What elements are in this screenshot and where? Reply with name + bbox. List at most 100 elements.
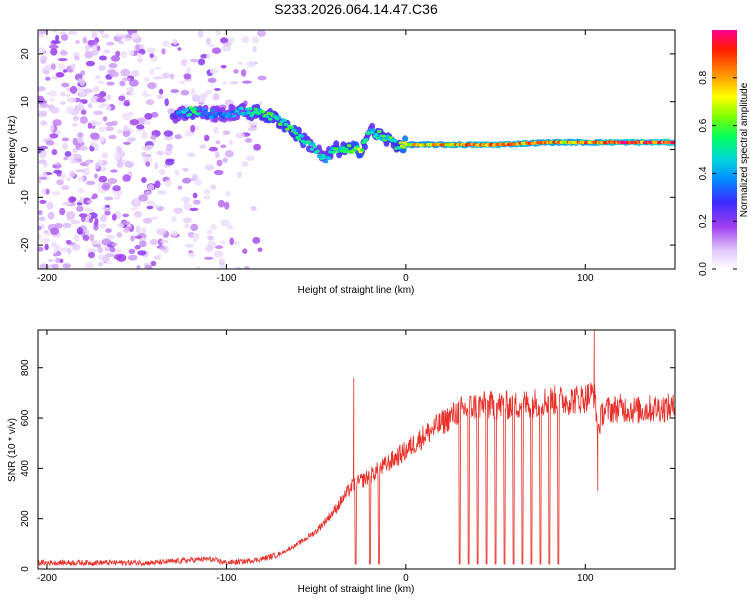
noise-blob: [172, 38, 178, 46]
noise-blob: [189, 207, 199, 212]
ridge-halo: [361, 143, 368, 151]
ridge-core: [179, 114, 184, 118]
noise-blob: [77, 102, 84, 109]
snr-xtick-label: 100: [577, 573, 594, 584]
ridge-core: [359, 148, 365, 152]
ridge-core: [247, 107, 253, 111]
snr-panel: -200 -100 0 100 0 200 400 600 800 Height of stra…: [7, 329, 676, 595]
noise-blob: [210, 223, 217, 231]
ridge-core: [209, 115, 214, 119]
noise-blob: [70, 160, 79, 164]
noise-blob: [135, 225, 141, 234]
noise-blob: [145, 145, 156, 149]
noise-blob: [190, 124, 196, 133]
noise-blob: [51, 149, 58, 156]
noise-blob: [97, 80, 105, 85]
noise-blob: [238, 61, 243, 65]
noise-blob: [215, 30, 221, 37]
colorbar-label: Normalized spectral amplitude: [739, 82, 750, 217]
noise-blob: [45, 140, 55, 146]
noise-blob: [69, 85, 78, 94]
noise-blob: [99, 214, 108, 223]
spectrogram-image: [38, 30, 675, 269]
noise-blob: [123, 100, 130, 104]
noise-blob: [177, 185, 183, 190]
noise-blob: [214, 245, 224, 249]
ridge-core: [220, 115, 225, 119]
noise-blob: [98, 158, 103, 166]
noise-blob: [64, 151, 72, 157]
ridge-core: [203, 109, 208, 113]
noise-blob: [247, 121, 258, 126]
noise-blob: [59, 50, 68, 56]
noise-blob: [66, 177, 71, 182]
noise-blob: [244, 138, 253, 143]
noise-blob: [55, 72, 64, 78]
noise-blob: [150, 216, 159, 220]
noise-blob: [204, 256, 214, 260]
noise-blob: [229, 36, 235, 44]
noise-blob: [66, 106, 75, 114]
noise-blob: [122, 213, 129, 218]
noise-blob: [149, 53, 154, 58]
noise-blob: [144, 112, 153, 120]
spectrogram-ytick-label: -10: [20, 190, 31, 205]
noise-blob: [48, 44, 59, 49]
noise-blob: [46, 201, 54, 210]
noise-blob: [146, 205, 154, 210]
noise-blob: [40, 238, 51, 243]
noise-blob: [59, 101, 67, 105]
noise-blob: [70, 219, 81, 225]
noise-blob: [164, 135, 174, 141]
snr-xtick-label: -100: [216, 573, 236, 584]
noise-blob: [207, 77, 217, 83]
noise-blob: [199, 144, 207, 149]
noise-blob: [72, 243, 81, 251]
noise-blob: [47, 211, 55, 220]
noise-blob: [41, 110, 48, 117]
ridge-core: [364, 138, 369, 142]
noise-blob: [226, 225, 234, 230]
ridge-core: [196, 107, 201, 111]
ridge-halo: [229, 104, 236, 112]
noise-blob: [136, 264, 141, 269]
noise-blob: [147, 82, 157, 90]
noise-blob: [118, 40, 125, 45]
noise-blob: [220, 37, 229, 44]
noise-blob: [52, 119, 62, 127]
noise-blob: [90, 196, 96, 200]
ridge-core: [398, 141, 403, 145]
noise-blob: [119, 80, 126, 87]
noise-blob: [203, 195, 211, 200]
noise-blob: [190, 223, 199, 232]
noise-blob: [61, 33, 69, 41]
noise-blob: [104, 210, 111, 216]
ridge-core: [184, 108, 190, 112]
noise-blob: [236, 171, 243, 179]
noise-blob: [92, 244, 102, 248]
spectrogram-ylabel: Frequency (Hz): [7, 116, 18, 185]
noise-blob: [174, 169, 180, 176]
noise-blob: [244, 266, 250, 269]
noise-blob: [223, 42, 232, 47]
ridge-core: [285, 127, 290, 131]
noise-blob: [181, 196, 191, 202]
noise-blob: [51, 263, 59, 269]
noise-blob: [252, 45, 257, 53]
noise-blob: [143, 120, 152, 125]
noise-blob: [194, 178, 202, 186]
noise-blob: [203, 188, 211, 195]
noise-blob: [120, 50, 128, 59]
noise-blob: [79, 91, 87, 97]
ridge-core: [401, 145, 406, 149]
noise-blob: [123, 125, 129, 132]
noise-blob: [97, 246, 104, 254]
ridge-core: [331, 150, 336, 154]
noise-blob: [42, 172, 48, 178]
noise-blob: [90, 50, 99, 56]
colorbar-gradient: [712, 30, 737, 269]
noise-blob: [106, 94, 112, 101]
noise-blob: [222, 157, 228, 163]
